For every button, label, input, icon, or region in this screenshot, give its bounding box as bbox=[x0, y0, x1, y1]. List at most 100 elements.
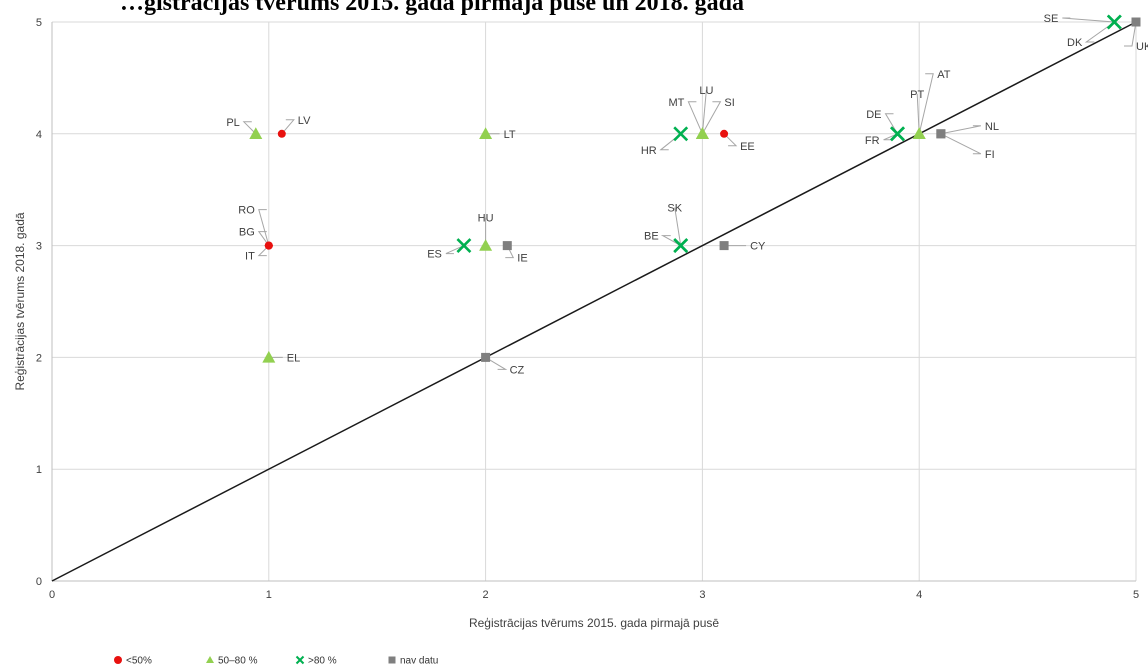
legend-label: >80 % bbox=[308, 656, 337, 667]
data-point bbox=[481, 352, 491, 362]
label-leader bbox=[916, 93, 920, 134]
point-label: IE bbox=[517, 253, 527, 265]
y-tick-label: 1 bbox=[36, 464, 42, 476]
label-leader bbox=[257, 231, 270, 246]
marker-stroke bbox=[1106, 14, 1122, 30]
y-axis-title: Reģistrācijas tvērums 2018. gadā bbox=[13, 212, 27, 390]
marker-stroke bbox=[456, 238, 472, 254]
label-leader bbox=[940, 133, 982, 155]
x-tick-label: 3 bbox=[699, 589, 705, 601]
label-leader bbox=[883, 133, 898, 141]
x-tick-label: 0 bbox=[49, 589, 55, 601]
x-tick-label: 2 bbox=[483, 589, 489, 601]
label-leader bbox=[1062, 17, 1115, 23]
point-label: SK bbox=[667, 203, 682, 215]
y-tick-label: 5 bbox=[36, 17, 42, 29]
data-point bbox=[1106, 14, 1122, 30]
grid-lines bbox=[52, 21, 1137, 581]
point-label: EE bbox=[740, 141, 755, 153]
label-leader bbox=[918, 73, 934, 134]
legend-marker bbox=[295, 655, 305, 665]
y-tick-label: 2 bbox=[36, 352, 42, 364]
label-leader bbox=[687, 101, 703, 135]
label-leader bbox=[281, 119, 295, 135]
point-label: BG bbox=[239, 227, 255, 239]
data-point bbox=[719, 241, 729, 251]
data-point bbox=[673, 238, 689, 254]
label-leader bbox=[445, 245, 465, 255]
data-point bbox=[264, 241, 273, 250]
data-point bbox=[479, 127, 493, 139]
data-points bbox=[249, 14, 1141, 363]
data-point bbox=[912, 127, 926, 139]
point-label: PL bbox=[226, 117, 239, 129]
point-label: RO bbox=[238, 205, 255, 217]
point-label: AT bbox=[937, 69, 951, 81]
legend-marker bbox=[114, 656, 122, 664]
data-point bbox=[720, 129, 729, 138]
point-label: HU bbox=[478, 213, 494, 225]
point-label: FI bbox=[985, 149, 995, 161]
label-leader bbox=[884, 113, 898, 135]
data-point bbox=[456, 238, 472, 254]
point-label: NL bbox=[985, 121, 999, 133]
point-label: EL bbox=[287, 352, 300, 364]
diagonal-line bbox=[51, 21, 1137, 582]
marker-stroke bbox=[673, 238, 689, 254]
label-leader bbox=[485, 356, 508, 370]
point-label: CZ bbox=[510, 364, 525, 376]
point-label: DE bbox=[866, 109, 881, 121]
label-leader bbox=[701, 101, 722, 135]
point-labels: LV RO BG IT EE PL LT HU EL MT LU SI PT AT ES HR BE SK DE FR… bbox=[226, 13, 1148, 376]
data-point bbox=[1131, 17, 1141, 27]
chart-title: …ģistrācijas tvērums 2015. gada pirmajā … bbox=[120, 0, 745, 16]
legend-marker bbox=[206, 656, 214, 663]
marker-stroke bbox=[890, 126, 905, 142]
label-leader-lines bbox=[242, 17, 1137, 370]
data-point bbox=[277, 129, 286, 138]
marker-stroke bbox=[295, 655, 305, 665]
point-label: BE bbox=[644, 231, 659, 243]
diagonal-line-group bbox=[51, 21, 1137, 582]
data-point bbox=[673, 126, 689, 142]
x-tick-label: 1 bbox=[266, 589, 272, 601]
legend: <50% 50–80 % >80 % nav datu bbox=[114, 656, 438, 667]
label-leader bbox=[660, 235, 681, 247]
data-point bbox=[502, 241, 512, 251]
y-tick-label: 3 bbox=[36, 241, 42, 253]
label-leader bbox=[674, 207, 682, 246]
marker-stroke bbox=[673, 126, 689, 142]
point-label: IT bbox=[245, 251, 255, 263]
point-label: FR bbox=[865, 135, 880, 147]
point-label: SI bbox=[724, 97, 734, 109]
x-axis-title: Reģistrācijas tvērums 2015. gada pirmajā… bbox=[469, 616, 719, 630]
label-leader bbox=[257, 245, 270, 257]
legend-marker bbox=[388, 656, 396, 664]
point-label: PT bbox=[910, 89, 924, 101]
data-point bbox=[936, 129, 946, 139]
x-tick-label: 4 bbox=[916, 589, 922, 601]
point-label: SE bbox=[1044, 13, 1059, 25]
legend-label: nav datu bbox=[400, 656, 438, 667]
data-point bbox=[249, 127, 263, 139]
label-leader bbox=[1124, 21, 1137, 47]
point-label: UK bbox=[1136, 41, 1148, 53]
point-label: LV bbox=[298, 115, 311, 127]
data-point bbox=[479, 239, 493, 251]
data-point bbox=[695, 127, 709, 139]
y-tick-label: 0 bbox=[36, 576, 42, 588]
label-leader bbox=[258, 209, 270, 246]
point-label: HR bbox=[641, 145, 657, 157]
data-point bbox=[890, 126, 905, 142]
label-leader bbox=[940, 125, 981, 135]
label-leader bbox=[1084, 21, 1115, 43]
legend-label: 50–80 % bbox=[218, 656, 258, 667]
point-label: LT bbox=[504, 129, 516, 141]
x-tick-label: 5 bbox=[1133, 589, 1139, 601]
data-point bbox=[262, 350, 276, 363]
label-leader bbox=[701, 89, 707, 134]
point-label: CY bbox=[750, 241, 766, 253]
point-label: LU bbox=[699, 85, 713, 97]
point-label: MT bbox=[669, 97, 685, 109]
legend-label: <50% bbox=[126, 656, 152, 667]
